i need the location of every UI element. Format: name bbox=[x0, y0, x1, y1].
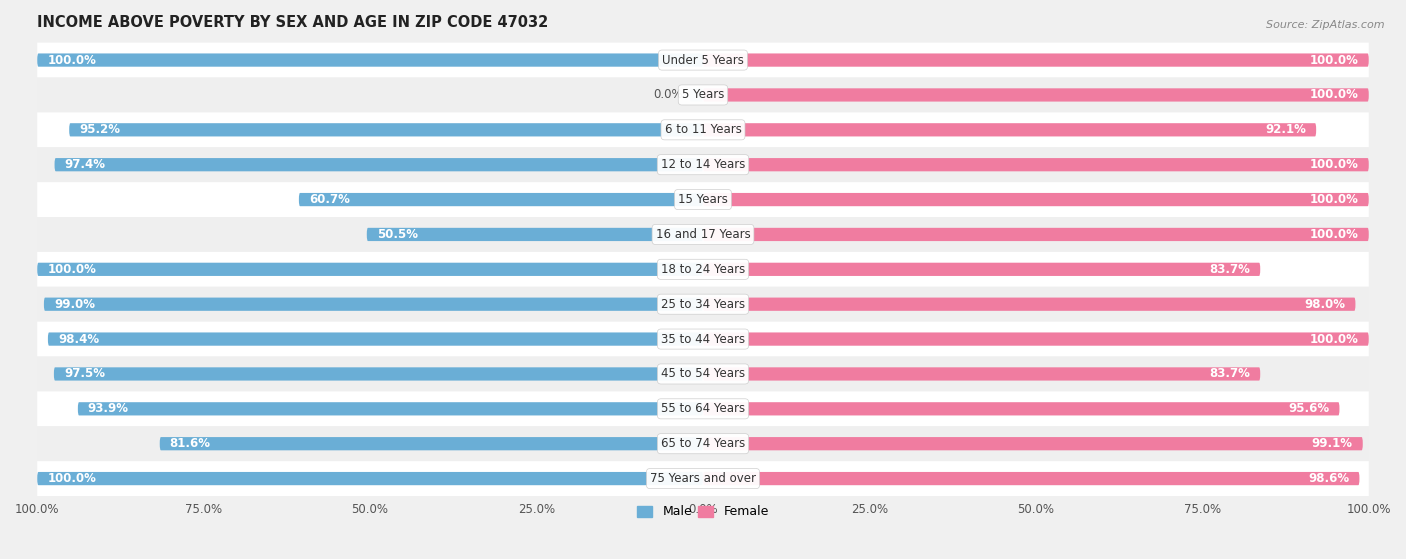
FancyBboxPatch shape bbox=[703, 88, 1369, 102]
Text: 16 and 17 Years: 16 and 17 Years bbox=[655, 228, 751, 241]
FancyBboxPatch shape bbox=[37, 252, 1369, 287]
FancyBboxPatch shape bbox=[37, 42, 1369, 78]
FancyBboxPatch shape bbox=[703, 123, 1316, 136]
FancyBboxPatch shape bbox=[69, 123, 703, 136]
Text: 100.0%: 100.0% bbox=[1310, 333, 1358, 345]
FancyBboxPatch shape bbox=[77, 402, 703, 415]
FancyBboxPatch shape bbox=[37, 472, 703, 485]
FancyBboxPatch shape bbox=[37, 54, 703, 67]
FancyBboxPatch shape bbox=[37, 287, 1369, 321]
Text: 35 to 44 Years: 35 to 44 Years bbox=[661, 333, 745, 345]
FancyBboxPatch shape bbox=[44, 297, 703, 311]
FancyBboxPatch shape bbox=[37, 147, 1369, 182]
FancyBboxPatch shape bbox=[37, 321, 1369, 357]
FancyBboxPatch shape bbox=[299, 193, 703, 206]
Text: 95.6%: 95.6% bbox=[1288, 402, 1330, 415]
FancyBboxPatch shape bbox=[367, 228, 703, 241]
FancyBboxPatch shape bbox=[55, 158, 703, 171]
FancyBboxPatch shape bbox=[703, 263, 1260, 276]
Text: 6 to 11 Years: 6 to 11 Years bbox=[665, 124, 741, 136]
Text: 98.6%: 98.6% bbox=[1309, 472, 1350, 485]
FancyBboxPatch shape bbox=[703, 402, 1340, 415]
Text: 100.0%: 100.0% bbox=[1310, 193, 1358, 206]
FancyBboxPatch shape bbox=[37, 357, 1369, 391]
Text: 12 to 14 Years: 12 to 14 Years bbox=[661, 158, 745, 171]
Text: 100.0%: 100.0% bbox=[48, 54, 96, 67]
FancyBboxPatch shape bbox=[37, 263, 703, 276]
FancyBboxPatch shape bbox=[37, 427, 1369, 461]
Text: 100.0%: 100.0% bbox=[48, 472, 96, 485]
Text: 18 to 24 Years: 18 to 24 Years bbox=[661, 263, 745, 276]
FancyBboxPatch shape bbox=[703, 472, 1360, 485]
Text: 0.0%: 0.0% bbox=[654, 88, 683, 101]
FancyBboxPatch shape bbox=[703, 367, 1260, 381]
Text: 65 to 74 Years: 65 to 74 Years bbox=[661, 437, 745, 450]
FancyBboxPatch shape bbox=[703, 193, 1369, 206]
FancyBboxPatch shape bbox=[37, 461, 1369, 496]
FancyBboxPatch shape bbox=[37, 182, 1369, 217]
Text: 5 Years: 5 Years bbox=[682, 88, 724, 101]
FancyBboxPatch shape bbox=[703, 437, 1362, 451]
Text: 98.4%: 98.4% bbox=[58, 333, 98, 345]
FancyBboxPatch shape bbox=[703, 54, 1369, 67]
Text: 97.5%: 97.5% bbox=[63, 367, 105, 381]
Text: Source: ZipAtlas.com: Source: ZipAtlas.com bbox=[1267, 20, 1385, 30]
FancyBboxPatch shape bbox=[37, 391, 1369, 427]
Text: 81.6%: 81.6% bbox=[170, 437, 211, 450]
Text: 55 to 64 Years: 55 to 64 Years bbox=[661, 402, 745, 415]
Text: 15 Years: 15 Years bbox=[678, 193, 728, 206]
Text: 83.7%: 83.7% bbox=[1209, 263, 1250, 276]
FancyBboxPatch shape bbox=[53, 367, 703, 381]
Text: 100.0%: 100.0% bbox=[1310, 54, 1358, 67]
Text: 83.7%: 83.7% bbox=[1209, 367, 1250, 381]
Text: 100.0%: 100.0% bbox=[1310, 228, 1358, 241]
Text: 25 to 34 Years: 25 to 34 Years bbox=[661, 298, 745, 311]
FancyBboxPatch shape bbox=[160, 437, 703, 451]
FancyBboxPatch shape bbox=[703, 228, 1369, 241]
FancyBboxPatch shape bbox=[37, 112, 1369, 147]
Text: 93.9%: 93.9% bbox=[87, 402, 129, 415]
Text: 97.4%: 97.4% bbox=[65, 158, 105, 171]
Text: 100.0%: 100.0% bbox=[1310, 158, 1358, 171]
FancyBboxPatch shape bbox=[690, 88, 703, 102]
FancyBboxPatch shape bbox=[703, 297, 1355, 311]
Text: 75 Years and over: 75 Years and over bbox=[650, 472, 756, 485]
Text: 98.0%: 98.0% bbox=[1305, 298, 1346, 311]
FancyBboxPatch shape bbox=[37, 217, 1369, 252]
Text: 100.0%: 100.0% bbox=[1310, 88, 1358, 101]
Legend: Male, Female: Male, Female bbox=[633, 500, 773, 523]
Text: 95.2%: 95.2% bbox=[79, 124, 120, 136]
Text: 50.5%: 50.5% bbox=[377, 228, 418, 241]
Text: 99.0%: 99.0% bbox=[53, 298, 94, 311]
FancyBboxPatch shape bbox=[703, 158, 1369, 171]
FancyBboxPatch shape bbox=[37, 78, 1369, 112]
Text: 45 to 54 Years: 45 to 54 Years bbox=[661, 367, 745, 381]
Text: Under 5 Years: Under 5 Years bbox=[662, 54, 744, 67]
Text: 60.7%: 60.7% bbox=[309, 193, 350, 206]
Text: 92.1%: 92.1% bbox=[1265, 124, 1306, 136]
Text: INCOME ABOVE POVERTY BY SEX AND AGE IN ZIP CODE 47032: INCOME ABOVE POVERTY BY SEX AND AGE IN Z… bbox=[37, 15, 548, 30]
Text: 99.1%: 99.1% bbox=[1312, 437, 1353, 450]
FancyBboxPatch shape bbox=[48, 333, 703, 345]
Text: 100.0%: 100.0% bbox=[48, 263, 96, 276]
FancyBboxPatch shape bbox=[703, 333, 1369, 345]
